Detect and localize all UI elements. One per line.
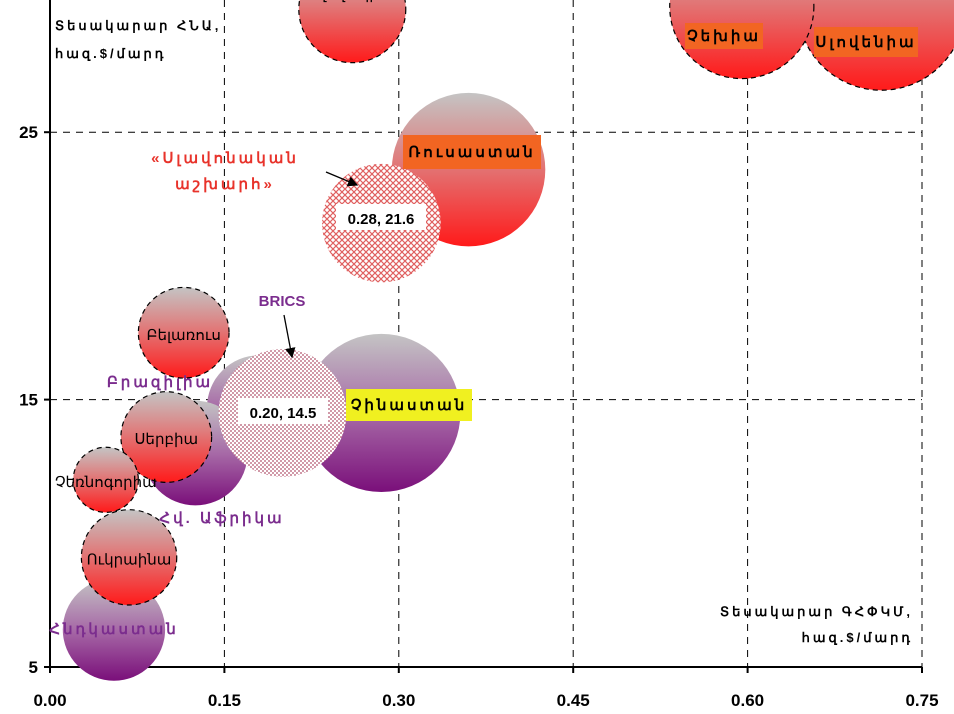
value-label-text: 0.20, 14.5 <box>250 405 317 422</box>
y-tick-label: 15 <box>19 391 38 410</box>
label-սլովենիա: Սլովենիա <box>814 27 918 57</box>
label-slavonic-world: «Սլավոնական աշխարհ» <box>151 150 299 193</box>
label-հնդկաստան: Հնդկաստան <box>49 621 179 638</box>
x-tick-label: 0.30 <box>382 691 415 710</box>
arrow-brics <box>283 314 296 359</box>
arrow-slavonic-world <box>325 171 359 187</box>
y-axis-label-line1: Տեսակարար ՀՆԱ, <box>55 18 221 33</box>
label-box <box>685 23 763 49</box>
x-axis-label-line2: հազ.$/մարդ <box>802 630 913 645</box>
bubble-labels: Սլովակիա Բելառուս Սերբիա Չեռնոգորիա Ուկրաինա… <box>49 0 918 638</box>
label-չեխիա: Չեխիա <box>685 23 763 49</box>
annotations: 0.28, 21.6 0.20, 14.5 <box>238 171 426 424</box>
label-չինաստան: Չինաստան <box>346 389 472 421</box>
y-axis-label-line2: հազ.$/մարդ <box>55 46 166 61</box>
label-սերբիա: Սերբիա <box>134 431 198 448</box>
value-label-brics: 0.20, 14.5 <box>238 398 328 424</box>
value-label-text: 0.28, 21.6 <box>348 211 415 228</box>
label-box <box>346 389 472 421</box>
label-հվ-աֆրիկա: Հվ. Աֆրիկա <box>159 510 284 527</box>
x-axis-label-line1: Տեսակարար ԳՀՓԿՄ, <box>720 604 913 619</box>
x-tick-label: 0.60 <box>731 691 764 710</box>
label-սլովակիա: Սլովակիա <box>311 0 393 3</box>
tick-labels: 0.00 0.15 0.30 0.45 0.60 0.75 5 15 25 <box>19 123 938 710</box>
value-label-box <box>336 204 426 230</box>
y-tick-label: 5 <box>29 658 38 677</box>
label-բելառուս: Բելառուս <box>146 327 220 344</box>
label-text: Սլովենիա <box>815 34 916 51</box>
axes <box>44 0 923 673</box>
label-box <box>403 135 541 169</box>
label-text: Ռուսաստան <box>408 144 535 161</box>
label-box <box>814 27 918 57</box>
bubble-ուկրաինա <box>80 509 178 606</box>
x-tick-label: 0.15 <box>208 691 241 710</box>
label-բրազիլիա: Բրազիլիա <box>107 374 213 391</box>
label-չեռնոգորիա: Չեռնոգորիա <box>55 474 157 491</box>
bubble-չեռնոգորիա <box>72 446 139 513</box>
label-ռուսաստան: Ռուսաստան <box>403 135 541 169</box>
label-text: Չեխիա <box>687 28 761 45</box>
x-tick-label: 0.45 <box>557 691 590 710</box>
y-tick-label: 25 <box>19 123 38 142</box>
value-label-սլավոնական-աշխարհ: 0.28, 21.6 <box>336 204 426 230</box>
label-line1: «Սլավոնական <box>151 150 299 167</box>
value-label-box <box>238 398 328 424</box>
label-ուկրաինա: Ուկրաինա <box>87 551 172 568</box>
bubble-սլովակիա <box>298 0 407 64</box>
label-text: Չինաստան <box>351 397 468 414</box>
x-tick-label: 0.75 <box>905 691 938 710</box>
x-tick-label: 0.00 <box>33 691 66 710</box>
bubble-բելառուս <box>137 286 230 379</box>
label-line2: աշխարհ» <box>175 176 275 193</box>
bubble-սերբիա <box>120 391 213 483</box>
grid-lines <box>50 0 923 667</box>
label-brics: BRICS <box>259 293 306 310</box>
